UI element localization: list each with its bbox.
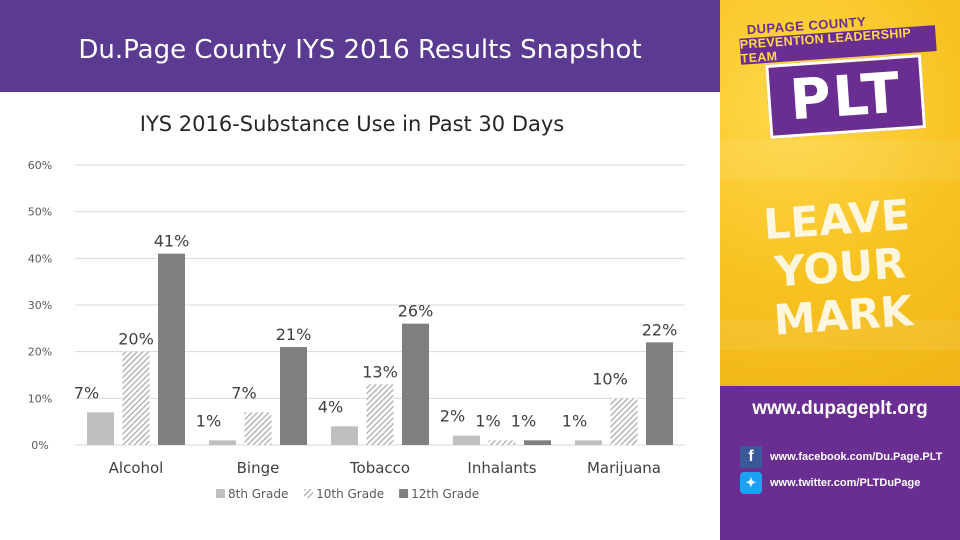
data-label: 10% xyxy=(592,369,628,388)
legend-swatch xyxy=(216,489,225,498)
category-label: Alcohol xyxy=(109,459,164,477)
y-axis-ticks: 0% 10% 20% 30% 40% 50% 60% xyxy=(28,159,52,452)
twitter-url: www.twitter.com/PLTDuPage xyxy=(770,477,921,489)
twitter-link[interactable]: ✦ www.twitter.com/PLTDuPage xyxy=(740,472,920,494)
data-label: 22% xyxy=(642,320,678,339)
website-link[interactable]: www.dupageplt.org xyxy=(720,386,960,432)
data-label: 21% xyxy=(276,325,312,344)
chart-title: IYS 2016-Substance Use in Past 30 Days xyxy=(140,112,564,136)
bar-8th-grade-marijuana xyxy=(575,440,602,445)
bar-10th-grade-tobacco xyxy=(366,384,394,445)
bar-10th-grade-marijuana xyxy=(610,398,638,445)
plt-logo: DUPAGE COUNTY PREVENTION LEADERSHIP TEAM… xyxy=(734,7,942,139)
y-tick-label: 0% xyxy=(31,439,48,452)
category-label: Inhalants xyxy=(467,459,536,477)
bar-8th-grade-alcohol xyxy=(87,412,114,445)
y-tick-label: 30% xyxy=(28,299,52,312)
bar-12th-grade-tobacco xyxy=(402,323,429,445)
data-label: 4% xyxy=(318,397,343,416)
data-label: 7% xyxy=(231,383,256,402)
x-axis-categories: Alcohol Binge Tobacco Inhalants Marijuana xyxy=(109,459,661,477)
bar-10th-grade-alcohol xyxy=(122,351,150,445)
data-label: 7% xyxy=(74,383,99,402)
data-label: 1% xyxy=(475,411,500,430)
y-tick-label: 10% xyxy=(28,392,52,405)
social-links: f www.facebook.com/Du.Page.PLT ✦ www.twi… xyxy=(720,432,960,540)
bar-8th-grade-tobacco xyxy=(331,426,358,445)
data-label: 41% xyxy=(154,232,190,251)
legend-label: 10th Grade xyxy=(316,487,384,501)
bar-12th-grade-inhalants xyxy=(524,440,551,445)
legend-swatch xyxy=(399,489,409,498)
bar-chart: IYS 2016-Substance Use in Past 30 Days 0… xyxy=(28,112,685,501)
page-title: Du.Page County IYS 2016 Results Snapshot xyxy=(78,35,642,65)
y-tick-label: 50% xyxy=(28,206,52,219)
facebook-icon: f xyxy=(740,446,762,468)
category-label: Binge xyxy=(237,459,280,477)
bar-8th-grade-inhalants xyxy=(453,435,480,445)
category-label: Marijuana xyxy=(587,459,661,477)
category-label: Tobacco xyxy=(349,459,410,477)
data-label: 26% xyxy=(398,302,434,321)
bars xyxy=(87,253,673,445)
y-tick-label: 40% xyxy=(28,252,52,265)
data-label: 20% xyxy=(118,330,154,349)
y-tick-label: 60% xyxy=(28,159,52,172)
bar-12th-grade-marijuana xyxy=(646,342,673,445)
data-label: 13% xyxy=(362,362,398,381)
facebook-link[interactable]: f www.facebook.com/Du.Page.PLT xyxy=(740,446,942,468)
twitter-icon: ✦ xyxy=(740,472,762,494)
header-bar xyxy=(0,0,720,92)
bar-12th-grade-alcohol xyxy=(158,253,185,445)
facebook-url: www.facebook.com/Du.Page.PLT xyxy=(770,451,943,463)
data-labels: 7% 20% 41% 1% 7% 21% 4% 13% 26% 2% 1% 1% 1% 10% 22% xyxy=(74,232,677,431)
logo-plt-box: PLT xyxy=(765,54,927,139)
bar-12th-grade-binge xyxy=(280,347,307,445)
data-label: 1% xyxy=(196,411,221,430)
bar-8th-grade-binge xyxy=(209,440,236,445)
legend-label: 8th Grade xyxy=(228,487,288,501)
slogan-line-1: LEAVE YOUR xyxy=(761,190,912,297)
y-tick-label: 20% xyxy=(28,346,52,359)
data-label: 1% xyxy=(562,411,587,430)
legend-swatch xyxy=(304,489,314,498)
data-label: 2% xyxy=(440,407,465,426)
data-label: 1% xyxy=(511,411,536,430)
slogan: LEAVE YOUR MARK xyxy=(720,188,960,348)
logo-plt-text: PLT xyxy=(787,60,904,133)
legend: 8th Grade 10th Grade 12th Grade xyxy=(216,487,479,501)
legend-label: 12th Grade xyxy=(411,487,479,501)
bar-10th-grade-binge xyxy=(244,412,272,445)
bar-10th-grade-inhalants xyxy=(488,440,516,445)
